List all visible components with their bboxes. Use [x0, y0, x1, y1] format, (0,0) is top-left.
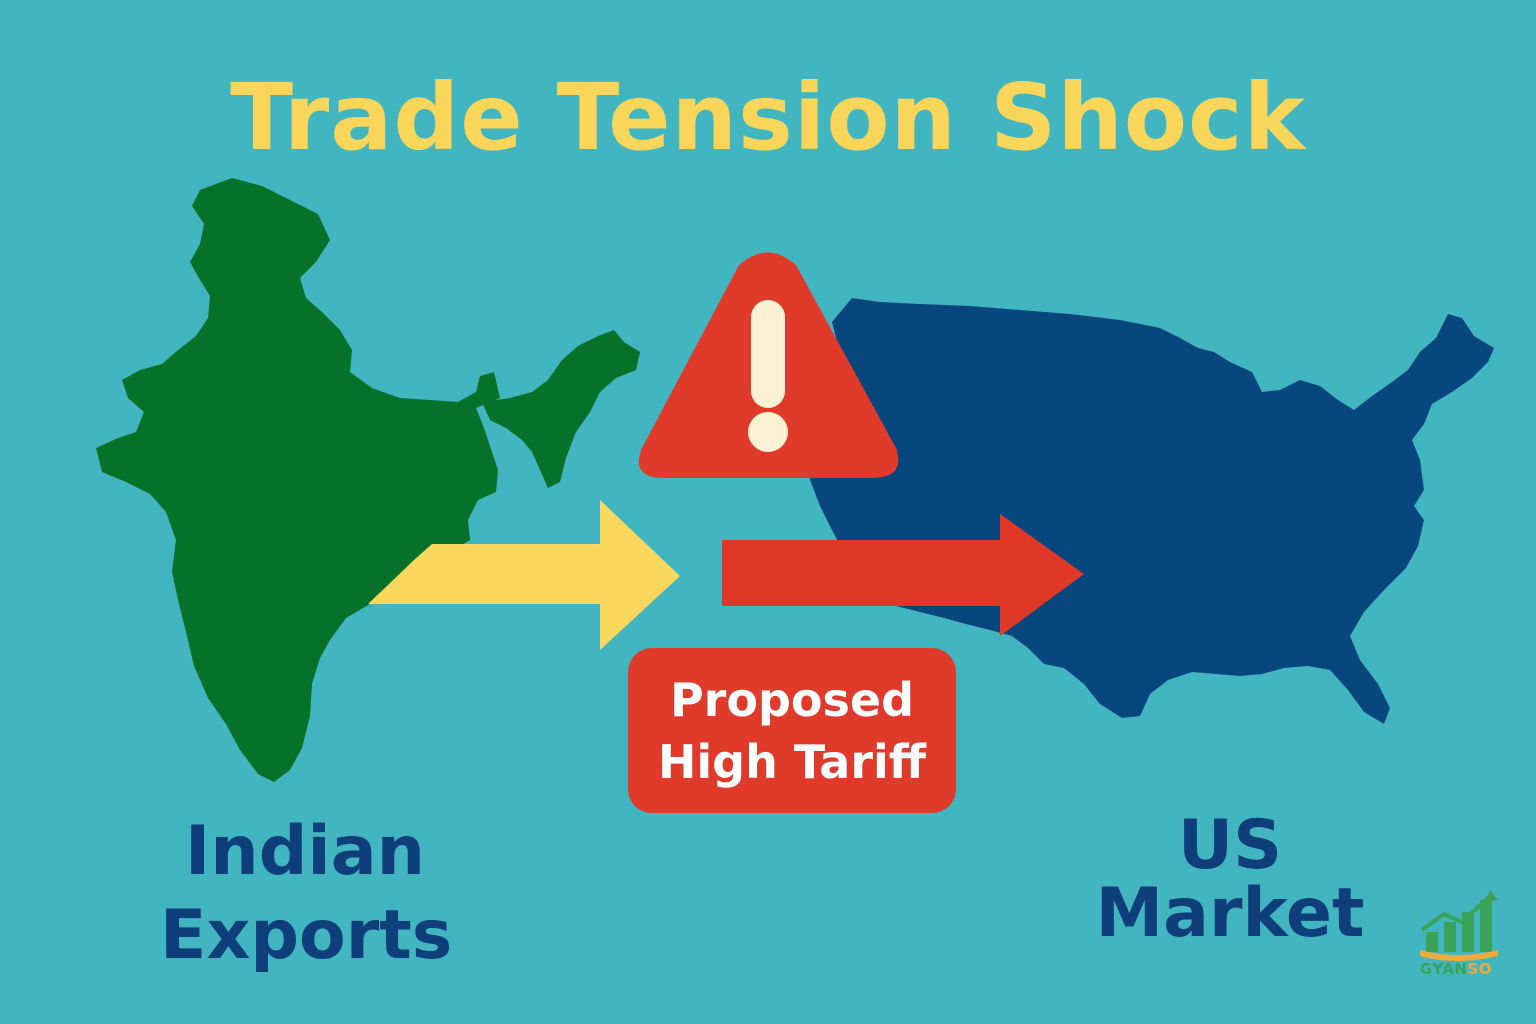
us-market-label: US Market [1095, 806, 1365, 953]
tariff-badge: Proposed High Tariff [628, 648, 956, 813]
page-title: Trade Tension Shock [230, 64, 1306, 171]
gyanso-logo: GYANSO [1408, 888, 1504, 978]
badge-line-2: High Tariff [657, 734, 927, 789]
tariff-arrow-icon [722, 514, 1084, 636]
indian-exports-label: Indian Exports [160, 810, 453, 978]
usa-map-icon [810, 298, 1494, 724]
india-map-icon [96, 178, 500, 782]
indian-exports-line-2: Exports [160, 896, 453, 975]
indian-exports-line-1: Indian [185, 812, 425, 891]
badge-line-1: Proposed [669, 672, 915, 727]
india-northeast-icon [482, 330, 640, 488]
warning-exclamation-bar [751, 300, 785, 408]
warning-exclamation-dot [748, 412, 788, 452]
export-arrow-icon [368, 500, 680, 650]
logo-text-part2: SO [1467, 960, 1493, 978]
logo-text: GYANSO [1408, 960, 1504, 978]
logo-text-part1: GYAN [1419, 960, 1468, 978]
logo-chart-icon [1420, 890, 1498, 961]
